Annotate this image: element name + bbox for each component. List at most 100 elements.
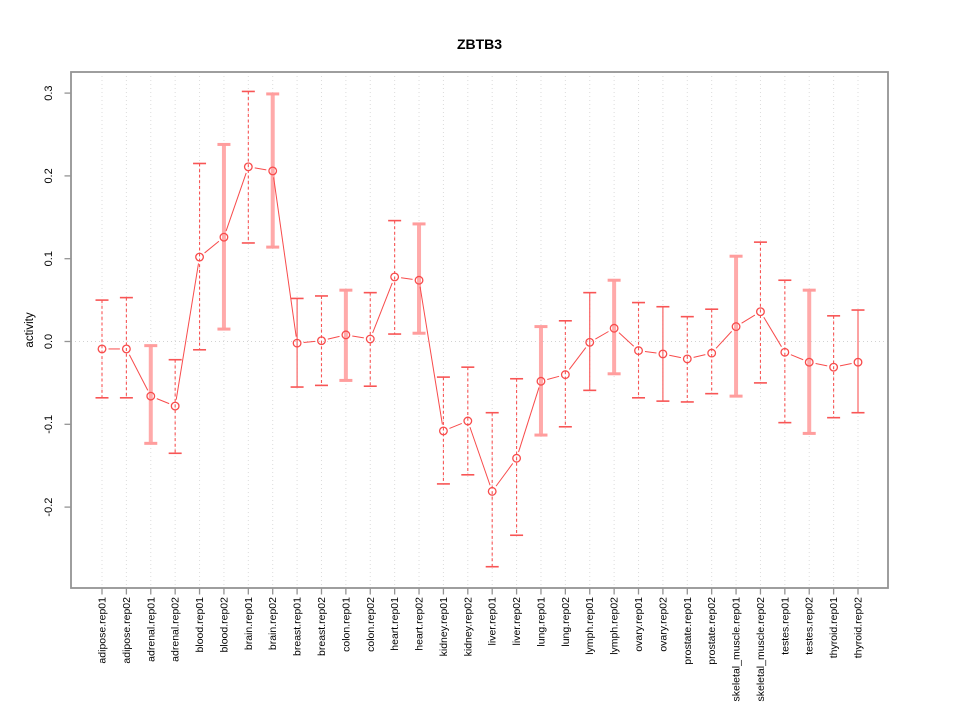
connector-line [352,335,364,339]
error-bar [339,288,353,382]
data-point [658,349,668,359]
y-tick-label: 0.2 [43,168,55,183]
x-tick-label: adrenal.rep01 [145,597,157,662]
error-bar [266,92,280,249]
x-tick-label: kidney.rep01 [438,597,450,657]
error-bar [607,278,621,376]
error-bar [241,90,255,244]
x-tick-label: blood.rep01 [194,597,206,653]
x-tick-label: liver.rep02 [511,597,523,646]
data-point [585,337,595,347]
x-tick-label: kidney.rep02 [462,597,474,657]
connector-line [175,263,199,400]
data-point [536,376,546,386]
connector-line [763,317,782,347]
x-tick-label: breast.rep01 [292,597,304,656]
data-point [682,354,692,364]
data-point [707,348,717,358]
data-point [243,162,253,172]
data-point [634,346,643,356]
x-tick-label: prostate.rep01 [682,597,694,665]
x-tick-label: heart.rep01 [389,597,401,651]
connector-line [419,286,443,425]
connector-line [128,354,149,391]
connector-line [401,277,413,280]
connector-line [303,340,316,343]
data-point [731,322,741,332]
y-tick-label: 0.3 [43,85,55,100]
y-axis-tick-labels: -0.2 -0.1 0.0 0.1 0.2 0.3 [43,85,55,516]
connector-line [790,354,804,361]
data-points [97,162,863,496]
connector-line [741,314,756,324]
data-point [268,166,278,176]
error-bar [412,222,426,335]
error-bar [485,411,499,568]
x-tick-label: ovary.rep01 [633,597,645,652]
error-bar [510,377,524,537]
error-bar [290,297,304,388]
data-point [97,344,107,354]
x-tick-label: adipose.rep02 [121,597,133,664]
connector-line [568,347,587,370]
error-bar [144,344,158,445]
x-tick-label: blood.rep02 [218,597,230,653]
data-point [804,357,814,367]
x-tick-label: thyroid.rep02 [853,597,865,658]
vertical-gridlines [101,72,859,588]
x-tick-label: lung.rep02 [560,597,572,647]
error-bar [827,315,841,419]
error-bar [193,162,207,351]
connector-line [225,172,247,232]
data-point [853,357,863,367]
error-bar [217,142,231,331]
x-tick-label: testes.rep02 [804,597,816,655]
x-tick-label: adrenal.rep02 [170,597,182,662]
connector-line [547,375,560,381]
data-point [756,307,765,317]
connector-line [693,354,706,358]
data-point [463,416,473,426]
connector-line [495,463,514,487]
error-bar [705,308,719,395]
error-bar [168,358,182,455]
chart-title: ZBTB3 [457,36,502,52]
error-bar [778,279,792,424]
x-tick-label: lung.rep01 [535,597,547,647]
x-tick-label: heart.rep02 [414,597,426,651]
x-tick-label: skeletal_muscle.rep02 [755,597,767,702]
error-bar [753,241,767,384]
y-tick-label: -0.1 [43,415,55,434]
x-tick-label: brain.rep02 [267,597,279,650]
x-tick-label: ovary.rep02 [657,597,669,652]
data-point [292,338,302,348]
x-tick-label: thyroid.rep01 [828,597,840,658]
error-bar [851,309,865,414]
data-point [121,344,131,354]
connector-line [518,387,540,453]
x-tick-label: lymph.rep02 [609,597,621,655]
plot-border [70,71,889,589]
connector-line [644,350,657,354]
connector-line [815,363,828,367]
data-point [219,232,229,242]
error-bar [388,219,402,335]
data-point [829,362,839,372]
error-bar [363,291,377,388]
data-point [487,486,497,496]
error-bar [461,366,475,476]
y-tick-label: -0.2 [43,498,55,517]
x-axis-tick-labels: adipose.rep01 adipose.rep02 adrenal.rep01 a… [97,597,865,702]
connector-line [839,363,852,367]
connector-line [715,331,733,349]
error-bars [95,90,865,568]
error-bar [680,315,694,403]
error-bar [436,376,450,485]
x-tick-label: testes.rep01 [779,597,791,655]
data-point [609,323,619,333]
connector-line [273,177,297,337]
x-tick-label: colon.rep02 [365,597,377,652]
data-point [560,370,570,380]
connector-line [204,240,220,254]
data-point [438,426,448,436]
